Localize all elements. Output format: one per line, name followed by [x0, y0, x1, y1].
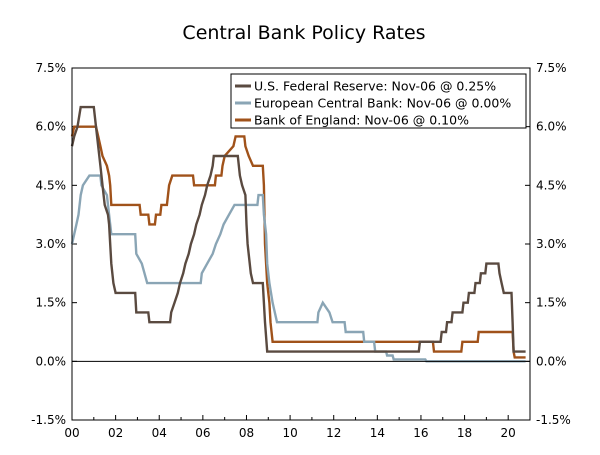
- x-tick-label: 20: [501, 426, 516, 440]
- y-tick-label-right: 7.5%: [536, 61, 567, 75]
- legend-item-ecb: European Central Bank: Nov-06 @ 0.00%: [254, 96, 511, 111]
- x-tick-label: 08: [239, 426, 254, 440]
- chart-title: Central Bank Policy Rates: [182, 22, 425, 44]
- legend: U.S. Federal Reserve: Nov-06 @ 0.25% Euro…: [230, 73, 527, 129]
- axis-ticks: -1.5% -1.5% 0.0% 0.0% 1.5% 1.5% 3.0% 3.0% 4.5% 4.…: [31, 61, 571, 440]
- boe-series-line: [70, 125, 526, 359]
- y-tick-label-right: 0.0%: [536, 354, 567, 368]
- series-layer: [70, 105, 526, 363]
- y-tick-label-left: 6.0%: [36, 120, 67, 134]
- y-tick-label-left: 3.0%: [36, 237, 67, 251]
- x-tick-label: 16: [413, 426, 428, 440]
- plot-frame: [71, 67, 531, 421]
- x-tick-label: 12: [326, 426, 341, 440]
- y-tick-label-right: -1.5%: [536, 413, 571, 427]
- y-tick-label-left: 4.5%: [36, 178, 67, 192]
- x-tick-label: 10: [282, 426, 297, 440]
- y-tick-label-right: 4.5%: [536, 178, 567, 192]
- legend-item-fed: U.S. Federal Reserve: Nov-06 @ 0.25%: [254, 79, 496, 94]
- legend-box: [230, 73, 527, 129]
- x-tick-label: 00: [64, 426, 79, 440]
- legend-item-boe: Bank of England: Nov-06 @ 0.10%: [254, 113, 469, 128]
- x-tick-label: 04: [152, 426, 167, 440]
- x-tick-label: 18: [457, 426, 472, 440]
- y-tick-label-left: 1.5%: [36, 296, 67, 310]
- y-tick-label-right: 6.0%: [536, 120, 567, 134]
- y-tick-label-left: 0.0%: [36, 354, 67, 368]
- y-tick-label-right: 1.5%: [536, 296, 567, 310]
- x-tick-label: 14: [370, 426, 385, 440]
- y-tick-label-right: 3.0%: [536, 237, 567, 251]
- y-tick-label-left: -1.5%: [31, 413, 66, 427]
- x-tick-label: 02: [108, 426, 123, 440]
- ecb-series-line: [70, 174, 526, 363]
- y-tick-label-left: 7.5%: [36, 61, 67, 75]
- fed-series-line: [70, 105, 526, 353]
- x-tick-label: 06: [195, 426, 210, 440]
